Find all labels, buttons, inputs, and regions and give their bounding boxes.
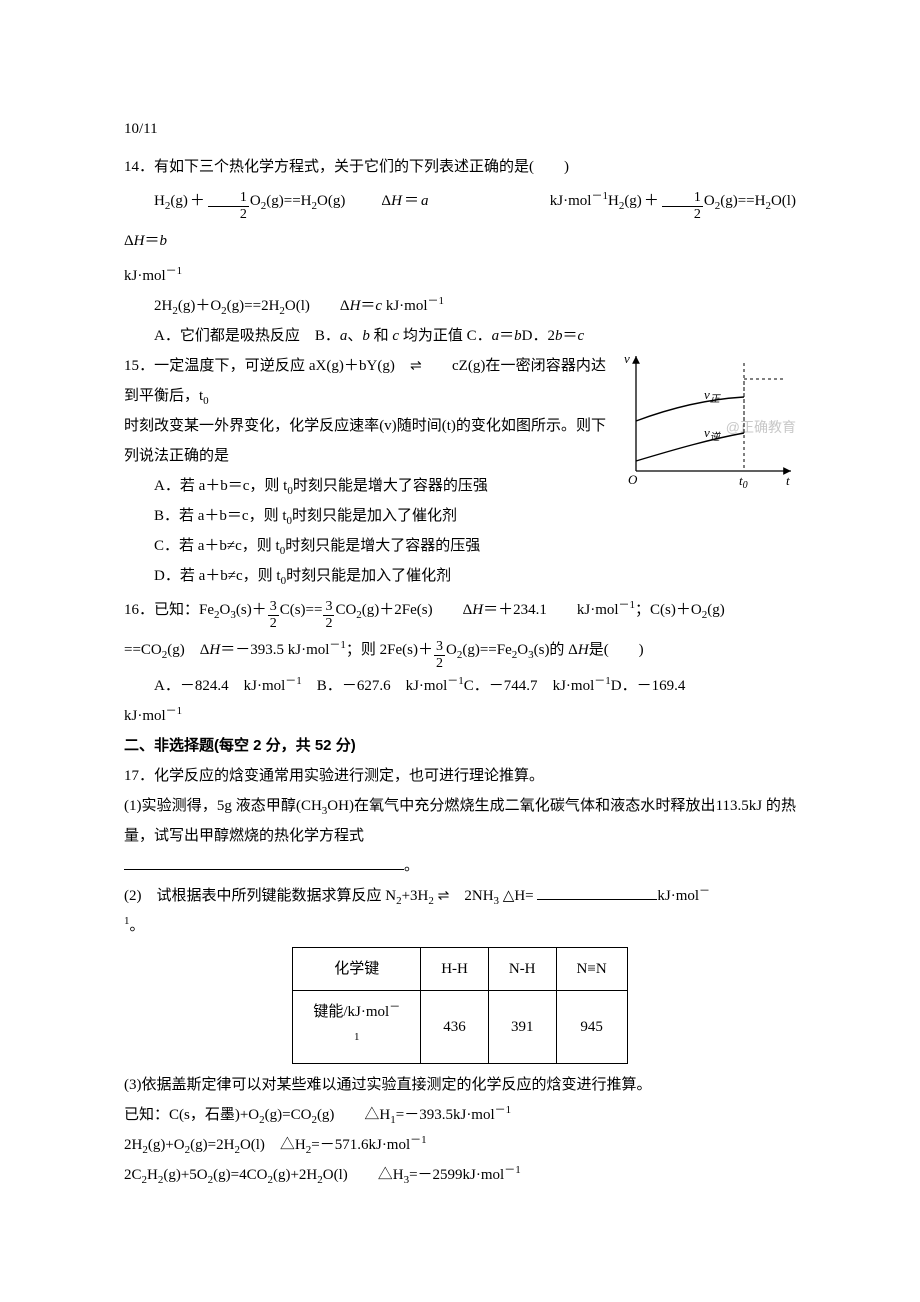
- table-header: N-H: [488, 947, 556, 990]
- svg-text:v逆: v逆: [704, 425, 722, 443]
- q14-optD: D．2b＝c: [522, 328, 585, 344]
- q16-line1: 16．已知：Fe2O3(s)＋32C(s)==32CO2(g)＋2Fe(s) Δ…: [124, 591, 796, 631]
- q17-blank2: [537, 899, 657, 900]
- q14-optC: C．a＝b: [467, 328, 522, 344]
- q15-graph: @正确教育: [616, 351, 796, 491]
- equilibrium-arrow-icon: ⇌: [438, 889, 450, 904]
- svg-text:t: t: [786, 473, 790, 488]
- table-cell: 391: [488, 990, 556, 1063]
- svg-text:t0: t0: [739, 473, 748, 491]
- question-16: 16．已知：Fe2O3(s)＋32C(s)==32CO2(g)＋2Fe(s) Δ…: [124, 591, 796, 731]
- q17-stem: 17．化学反应的焓变通常用实验进行测定，也可进行理论推算。: [124, 761, 796, 791]
- q15-optD: D．若 a＋b≠c，则 t0时刻只能是加入了催化剂: [154, 561, 796, 591]
- q15-optB: B．若 a＋b＝c，则 t0时刻只能是加入了催化剂: [154, 501, 796, 531]
- q17-p2-tail: 1。: [124, 911, 796, 941]
- q15-optC: C．若 a＋b≠c，则 t0时刻只能是增大了容器的压强: [154, 531, 796, 561]
- question-15: @正确教育: [124, 351, 796, 591]
- svg-text:O: O: [628, 472, 638, 487]
- section-2-heading: 二、非选择题(每空 2 分，共 52 分): [124, 731, 796, 761]
- q17-blank1: 。: [124, 851, 796, 881]
- q14-eq3: 2H2(g)＋O2(g)==2H2O(l) ΔH＝c kJ·mol－1: [124, 291, 796, 321]
- svg-text:v: v: [624, 351, 630, 366]
- q14-eq1-tail: kJ·mol－1: [124, 261, 796, 291]
- bond-energy-table: 化学键 H-H N-H N≡N 键能/kJ·mol－1 436 391 945: [292, 947, 627, 1064]
- q14-eq1: H2(g)＋12O2(g)==H2O(g) ΔH＝a kJ·mol－1H2(g)…: [124, 182, 796, 261]
- q14-optB: B．a、b 和 c 均为正值: [315, 328, 463, 344]
- table-row: 键能/kJ·mol－1 436 391 945: [293, 990, 627, 1063]
- rate-time-graph: v v正 v逆 O t0 t: [616, 351, 796, 491]
- q14-options: A．它们都是吸热反应 B．a、b 和 c 均为正值 C．a＝bD．2b＝c: [124, 321, 796, 351]
- table-cell: 945: [556, 990, 627, 1063]
- table-header: H-H: [421, 947, 489, 990]
- table-header: 化学键: [293, 947, 421, 990]
- question-14: 14．有如下三个热化学方程式，关于它们的下列表述正确的是( ) H2(g)＋12…: [124, 152, 796, 351]
- q14-optA: A．它们都是吸热反应: [154, 328, 300, 344]
- q16-line2: ==CO2(g) ΔH＝－393.5 kJ·mol－1；则 2Fe(s)＋32O…: [124, 631, 796, 671]
- q16-options-tail: kJ·mol－1: [124, 701, 796, 731]
- question-17: 17．化学反应的焓变通常用实验进行测定，也可进行理论推算。 (1)实验测得，5g…: [124, 761, 796, 1190]
- q17-p1: (1)实验测得，5g 液态甲醇(CH3OH)在氧气中充分燃烧生成二氧化碳气体和液…: [124, 791, 796, 851]
- table-header: N≡N: [556, 947, 627, 990]
- q17-p3: (3)依据盖斯定律可以对某些难以通过实验直接测定的化学反应的焓变进行推算。: [124, 1070, 796, 1100]
- q14-stem: 14．有如下三个热化学方程式，关于它们的下列表述正确的是( ): [124, 152, 796, 182]
- q17-p2: (2) 试根据表中所列键能数据求算反应 N2+3H2 ⇌ 2NH3 △H= kJ…: [124, 881, 796, 911]
- q17-eq1: 已知：C(s，石墨)+O2(g)=CO2(g) △H1=－393.5kJ·mol…: [124, 1100, 796, 1130]
- table-cell: 436: [421, 990, 489, 1063]
- page-number: 10/11: [124, 114, 796, 144]
- table-row: 化学键 H-H N-H N≡N: [293, 947, 627, 990]
- equilibrium-arrow-icon: ⇌: [410, 359, 422, 374]
- q17-eq3: 2C2H2(g)+5O2(g)=4CO2(g)+2H2O(l) △H3=－259…: [124, 1160, 796, 1190]
- q17-eq2: 2H2(g)+O2(g)=2H2O(l) △H2=－571.6kJ·mol－1: [124, 1130, 796, 1160]
- q16-options: A．－824.4 kJ·mol－1 B．－627.6 kJ·mol－1C．－74…: [124, 671, 796, 701]
- table-cell: 键能/kJ·mol－1: [293, 990, 421, 1063]
- svg-text:v正: v正: [704, 387, 722, 405]
